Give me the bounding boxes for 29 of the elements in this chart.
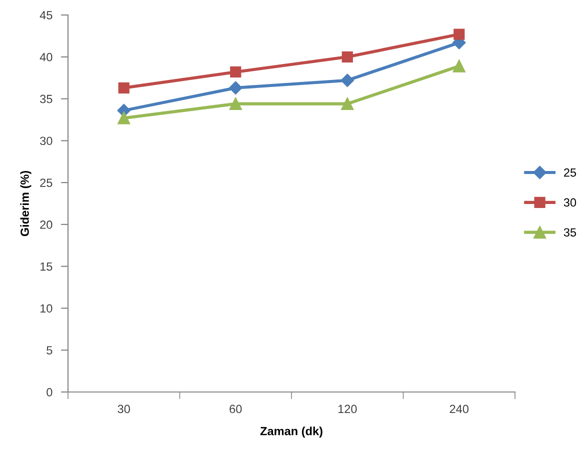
x-tick-label: 120: [338, 404, 357, 414]
point: [118, 112, 130, 124]
legend-label: 35: [564, 228, 576, 237]
point: [342, 51, 353, 62]
y-tick-label: 25: [40, 178, 52, 187]
x-tick-label: 60: [230, 404, 242, 414]
x-axis-title: Zaman (dk): [260, 426, 322, 438]
y-tick-label: 45: [40, 11, 52, 20]
y-axis-title: Giderim (%): [20, 170, 32, 236]
point: [340, 74, 354, 87]
y-tick-label: 10: [40, 304, 52, 313]
point: [118, 82, 130, 94]
point: [341, 98, 354, 110]
y-tick-label: 15: [40, 262, 52, 271]
y-tick-label: 0: [46, 388, 52, 396]
x-tick-label: 30: [118, 404, 130, 414]
y-tick-label: 30: [40, 136, 52, 146]
x-tick-label: 240: [450, 404, 469, 414]
y-tick-label: 5: [46, 346, 52, 355]
point: [454, 28, 465, 40]
legend-label: 25: [564, 168, 576, 177]
point: [229, 81, 242, 94]
y-tick-label: 20: [40, 220, 52, 229]
legend-label: 30: [564, 198, 576, 207]
point: [230, 66, 242, 78]
y-tick-label: 35: [40, 94, 52, 104]
y-tick-label: 40: [40, 52, 52, 62]
point: [229, 98, 242, 110]
point: [452, 60, 466, 72]
